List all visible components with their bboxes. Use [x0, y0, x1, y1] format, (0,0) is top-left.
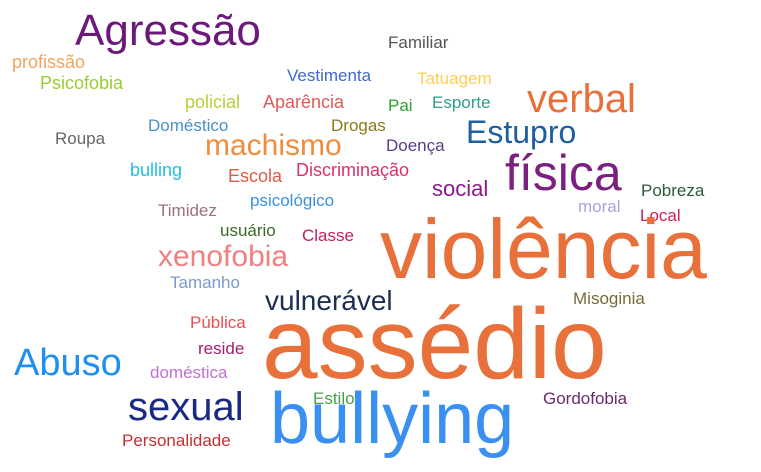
- word: Classe: [302, 226, 354, 245]
- word: Discriminação: [296, 160, 409, 180]
- word: Esporte: [432, 93, 491, 112]
- word: bullying: [270, 379, 514, 459]
- word: Gordofobia: [543, 389, 628, 408]
- word: usuário: [220, 221, 276, 240]
- word: bulling: [130, 160, 182, 180]
- word: Pobreza: [641, 181, 705, 200]
- word: Agressão: [75, 6, 261, 55]
- word: Vestimenta: [287, 66, 372, 85]
- word: Pai: [388, 96, 413, 115]
- word: Local: [640, 206, 681, 225]
- word: social: [432, 176, 488, 201]
- word: violência: [380, 202, 707, 296]
- word: Estilo: [313, 389, 355, 408]
- word: Doença: [386, 136, 445, 155]
- word: profissão: [12, 52, 85, 72]
- word: vulnerável: [265, 285, 393, 316]
- word: Personalidade: [122, 431, 231, 450]
- word: Drogas: [331, 116, 386, 135]
- word: doméstica: [150, 363, 228, 382]
- word: Tamanho: [170, 273, 240, 292]
- word: assédio: [262, 288, 607, 400]
- word: psicológico: [250, 191, 334, 210]
- word: policial: [185, 92, 240, 112]
- word: sexual: [128, 385, 244, 429]
- word: Abuso: [14, 342, 122, 384]
- word: reside: [198, 339, 244, 358]
- word: física: [505, 145, 622, 201]
- word: Timidez: [158, 201, 217, 220]
- word: Psicofobia: [40, 73, 124, 93]
- word: xenofobia: [158, 240, 288, 273]
- word: Escola: [228, 166, 283, 186]
- word: moral: [578, 197, 621, 216]
- word: Aparência: [263, 92, 345, 112]
- word: Pública: [190, 313, 246, 332]
- word: Familiar: [388, 33, 449, 52]
- word: Roupa: [55, 129, 106, 148]
- word: verbal: [527, 77, 636, 121]
- word: Doméstico: [148, 116, 228, 135]
- word: Misoginia: [573, 289, 645, 308]
- word: machismo: [205, 129, 342, 162]
- word: Estupro: [466, 114, 576, 150]
- word: Tatuagem: [417, 69, 492, 88]
